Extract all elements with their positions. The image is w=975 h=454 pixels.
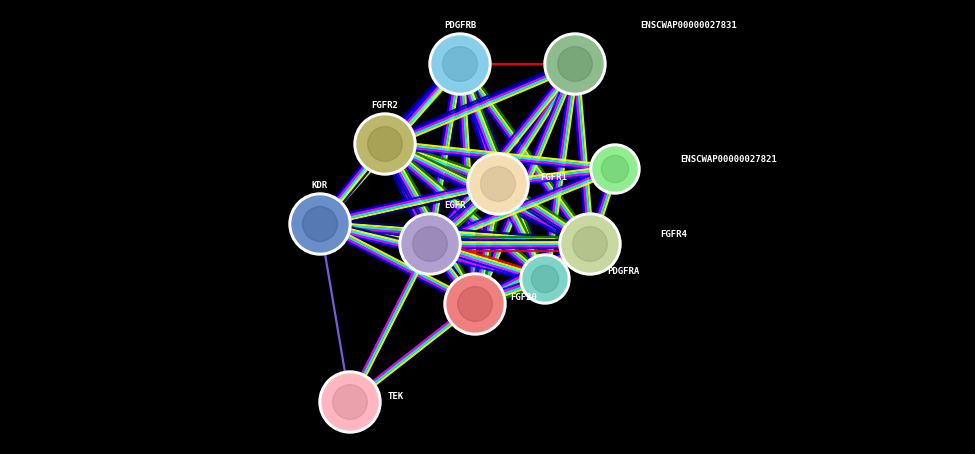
Circle shape: [292, 196, 348, 252]
Text: ENSCWAP00000027831: ENSCWAP00000027831: [640, 21, 737, 30]
Circle shape: [357, 116, 413, 172]
Circle shape: [457, 286, 492, 321]
Circle shape: [602, 155, 629, 183]
Circle shape: [590, 144, 640, 194]
Text: EGFR: EGFR: [445, 201, 466, 210]
Circle shape: [302, 207, 337, 242]
Circle shape: [470, 156, 526, 212]
Circle shape: [593, 147, 637, 191]
Text: ENSCWAP00000027821: ENSCWAP00000027821: [680, 155, 777, 164]
Circle shape: [412, 227, 448, 262]
Circle shape: [559, 213, 621, 275]
Circle shape: [354, 113, 416, 175]
Text: KDR: KDR: [312, 181, 328, 190]
Text: FGFR1: FGFR1: [540, 173, 566, 182]
Text: FGFR4: FGFR4: [660, 230, 686, 239]
Circle shape: [447, 276, 503, 332]
Circle shape: [368, 127, 403, 161]
Text: TEK: TEK: [388, 392, 404, 401]
Circle shape: [520, 254, 570, 304]
Circle shape: [481, 167, 516, 202]
Circle shape: [547, 36, 603, 92]
Circle shape: [443, 47, 478, 81]
Circle shape: [432, 36, 488, 92]
Circle shape: [562, 216, 618, 272]
Circle shape: [402, 216, 458, 272]
Circle shape: [319, 371, 381, 433]
Circle shape: [523, 257, 567, 301]
Text: FGF20: FGF20: [510, 293, 537, 302]
Text: PDGFRB: PDGFRB: [444, 21, 476, 30]
Circle shape: [558, 47, 593, 81]
Circle shape: [444, 273, 506, 335]
Text: FGFR2: FGFR2: [371, 101, 399, 110]
Circle shape: [429, 33, 491, 95]
Text: PDGFRA: PDGFRA: [607, 267, 640, 276]
Circle shape: [544, 33, 606, 95]
Circle shape: [322, 374, 378, 430]
Circle shape: [572, 227, 607, 262]
Circle shape: [289, 193, 351, 255]
Circle shape: [399, 213, 461, 275]
Circle shape: [332, 385, 368, 419]
Circle shape: [531, 265, 559, 293]
Circle shape: [467, 153, 529, 215]
